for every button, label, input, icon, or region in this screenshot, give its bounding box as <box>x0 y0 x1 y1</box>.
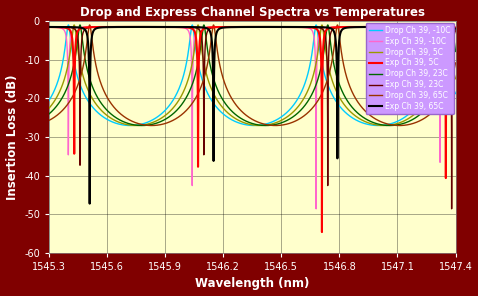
Title: Drop and Express Channel Spectra vs Temperatures: Drop and Express Channel Spectra vs Temp… <box>80 6 425 19</box>
Y-axis label: Insertion Loss (dB): Insertion Loss (dB) <box>6 74 19 200</box>
X-axis label: Wavelength (nm): Wavelength (nm) <box>195 277 309 290</box>
Legend: Drop Ch 39, -10C, Exp Ch 39, -10C, Drop Ch 39, 5C, Exp Ch 39, 5C, Drop Ch 39, 23: Drop Ch 39, -10C, Exp Ch 39, -10C, Drop … <box>366 22 454 114</box>
